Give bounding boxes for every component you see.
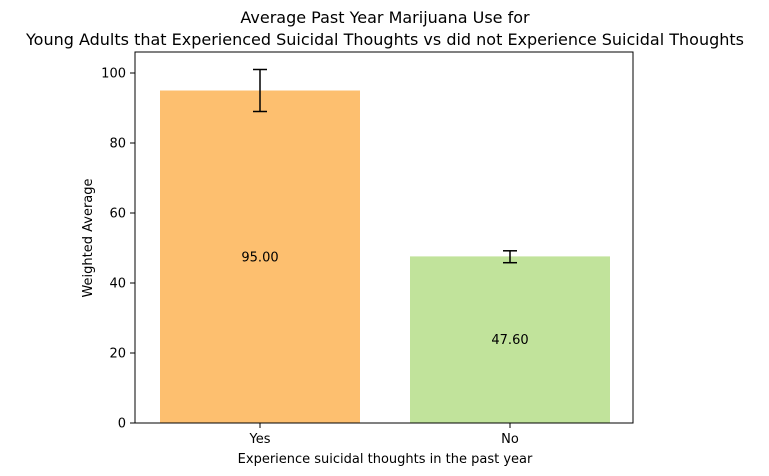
y-tick-label: 0 [118,417,126,432]
y-tick-label: 40 [109,277,126,292]
x-tick-label: Yes [249,432,271,447]
data-label: 95.00 [241,250,278,265]
plot-area: 0 20 40 60 80 100 95.00 Yes 47.60 No [101,67,610,447]
y-tick-label: 80 [109,137,126,152]
plot-frame [134,51,634,424]
y-tick-label: 100 [101,67,126,82]
x-tick-label: No [501,432,519,447]
y-axis-label: Weighted Average [81,178,96,297]
y-tick-label: 20 [109,347,126,362]
x-axis-label: Experience suicidal thoughts in the past… [238,452,533,467]
data-label: 47.60 [491,333,528,348]
bar-yes [160,90,360,423]
bar-no [410,256,610,423]
chart-title-line-2: Young Adults that Experienced Suicidal T… [25,30,744,49]
y-tick-label: 60 [109,207,126,222]
chart-title-line-1: Average Past Year Marijuana Use for [240,8,530,27]
